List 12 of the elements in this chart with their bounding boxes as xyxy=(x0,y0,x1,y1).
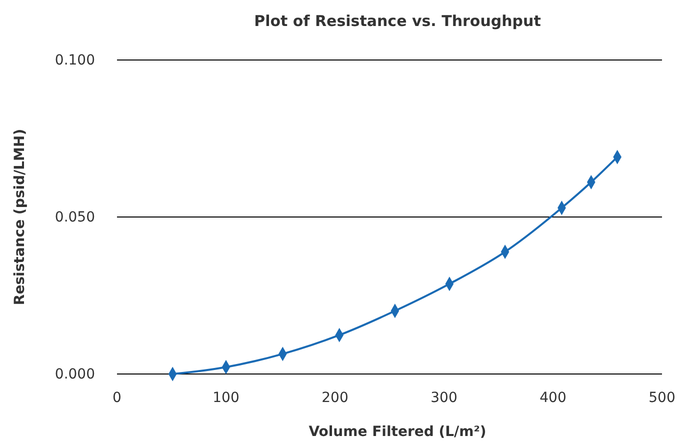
x-tick-label: 500 xyxy=(648,390,676,406)
x-tick-label: 200 xyxy=(322,390,348,406)
x-tick-label: 100 xyxy=(212,390,240,406)
y-tick-label: 0.000 xyxy=(54,366,95,382)
y-axis-title: Resistance (psid/LMH) xyxy=(12,128,28,306)
chart-title: Plot of Resistance vs. Throughput xyxy=(254,12,541,30)
x-tick-label: 300 xyxy=(430,390,458,406)
y-tick-label: 0.100 xyxy=(54,52,95,68)
y-tick-label: 0.050 xyxy=(54,209,95,226)
x-tick-label: 400 xyxy=(540,390,566,406)
x-tick-label: 0 xyxy=(112,390,122,406)
x-axis-title: Volume Filtered (L/m²) xyxy=(308,424,486,440)
